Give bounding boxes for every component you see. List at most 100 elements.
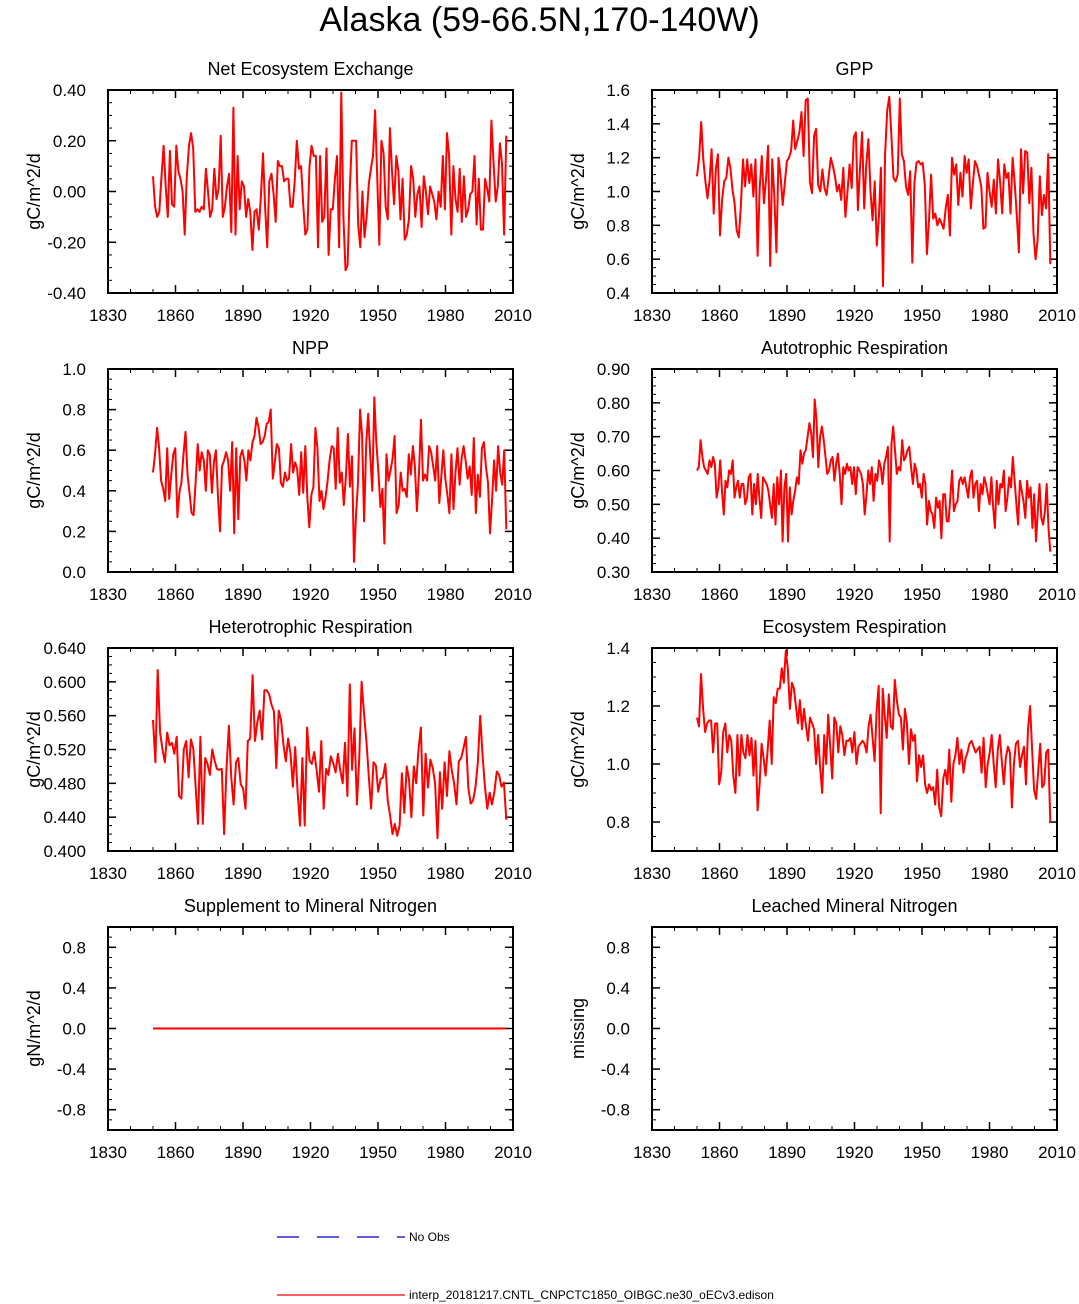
x-tick-label: 1890 bbox=[768, 864, 806, 883]
series-line bbox=[152, 396, 508, 563]
y-tick-label: 1.0 bbox=[606, 755, 630, 774]
x-tick-label: 1830 bbox=[89, 306, 127, 325]
panel-8: Leached Mineral Nitrogen missing 1830 1860 1… bbox=[568, 896, 1076, 1162]
x-tick-label: 1980 bbox=[427, 1143, 465, 1162]
x-tick-label: 1980 bbox=[427, 585, 465, 604]
y-tick-label: 0.640 bbox=[43, 639, 86, 658]
x-tick-label: 1920 bbox=[836, 1143, 874, 1162]
y-tick-label: 0.4 bbox=[62, 482, 86, 501]
y-tick-label: 1.0 bbox=[606, 183, 630, 202]
y-tick-label: 0.20 bbox=[53, 132, 86, 151]
y-tick-label: 0.520 bbox=[43, 741, 86, 760]
panel-title: Autotrophic Respiration bbox=[761, 338, 948, 358]
x-tick-label: 1920 bbox=[292, 864, 330, 883]
y-tick-label: 0.4 bbox=[62, 979, 86, 998]
figure-title: Alaska (59-66.5N,170-140W) bbox=[319, 1, 760, 39]
x-tick-label: 1950 bbox=[903, 1143, 941, 1162]
x-tick-label: 2010 bbox=[1038, 585, 1076, 604]
y-axis-label: gC/m^2/d bbox=[568, 711, 588, 787]
y-tick-label: 1.4 bbox=[606, 639, 630, 658]
x-tick-label: 2010 bbox=[494, 306, 532, 325]
x-tick-label: 1920 bbox=[292, 1143, 330, 1162]
y-tick-label: 1.4 bbox=[606, 115, 630, 134]
y-axis-label: gN/m^2/d bbox=[24, 990, 44, 1066]
panel-title: Supplement to Mineral Nitrogen bbox=[184, 896, 437, 916]
x-tick-label: 2010 bbox=[494, 585, 532, 604]
series-line bbox=[152, 91, 508, 272]
x-tick-label: 1980 bbox=[971, 585, 1009, 604]
y-tick-label: 0.8 bbox=[62, 401, 86, 420]
y-tick-label: 0.70 bbox=[597, 428, 630, 447]
y-tick-label: 0.30 bbox=[597, 563, 630, 582]
y-tick-label: 0.6 bbox=[606, 250, 630, 269]
y-tick-label: -0.40 bbox=[47, 284, 86, 303]
series-line bbox=[152, 669, 508, 840]
x-tick-label: 1950 bbox=[359, 1143, 397, 1162]
legend-no-obs-label: No Obs bbox=[409, 1230, 450, 1244]
x-tick-label: 1860 bbox=[701, 864, 739, 883]
x-tick-label: 1830 bbox=[633, 306, 671, 325]
y-tick-label: 0.8 bbox=[606, 216, 630, 235]
x-tick-label: 1830 bbox=[633, 585, 671, 604]
x-tick-label: 1860 bbox=[157, 306, 195, 325]
panel-5: Heterotrophic Respiration gC/m^2/d 1830 186… bbox=[24, 617, 532, 883]
x-tick-label: 1980 bbox=[971, 1143, 1009, 1162]
y-tick-label: 0.4 bbox=[606, 979, 630, 998]
x-tick-label: 1890 bbox=[768, 1143, 806, 1162]
y-tick-label: 0.50 bbox=[597, 495, 630, 514]
x-tick-label: 1830 bbox=[89, 1143, 127, 1162]
panel-title: GPP bbox=[835, 59, 873, 79]
x-tick-label: 1890 bbox=[768, 585, 806, 604]
x-tick-label: 1830 bbox=[633, 864, 671, 883]
x-tick-label: 1920 bbox=[836, 585, 874, 604]
x-tick-label: 2010 bbox=[1038, 1143, 1076, 1162]
y-tick-label: 0.90 bbox=[597, 360, 630, 379]
x-tick-label: 1860 bbox=[157, 1143, 195, 1162]
y-tick-label: 0.4 bbox=[606, 284, 630, 303]
x-tick-label: 1860 bbox=[701, 1143, 739, 1162]
y-tick-label: -0.8 bbox=[57, 1101, 86, 1120]
y-tick-label: 0.0 bbox=[606, 1020, 630, 1039]
panel-title: Heterotrophic Respiration bbox=[208, 617, 412, 637]
x-tick-label: 1890 bbox=[224, 1143, 262, 1162]
panel-6: Ecosystem Respiration gC/m^2/d 1830 1860 189… bbox=[568, 617, 1076, 883]
panel-title: Net Ecosystem Exchange bbox=[207, 59, 413, 79]
x-tick-label: 1860 bbox=[701, 585, 739, 604]
panel-title: Leached Mineral Nitrogen bbox=[751, 896, 957, 916]
y-axis-label: gC/m^2/d bbox=[24, 153, 44, 229]
series-line bbox=[696, 398, 1052, 552]
x-tick-label: 1950 bbox=[359, 585, 397, 604]
panel-title: Ecosystem Respiration bbox=[762, 617, 946, 637]
y-axis-label: gC/m^2/d bbox=[24, 432, 44, 508]
y-tick-label: 0.8 bbox=[606, 938, 630, 957]
x-tick-label: 1950 bbox=[903, 306, 941, 325]
y-tick-label: 1.2 bbox=[606, 697, 630, 716]
x-tick-label: 1980 bbox=[427, 864, 465, 883]
series-line bbox=[696, 649, 1052, 823]
y-tick-label: 1.2 bbox=[606, 149, 630, 168]
x-tick-label: 1830 bbox=[633, 1143, 671, 1162]
y-tick-label: 0.40 bbox=[597, 529, 630, 548]
x-tick-label: 1890 bbox=[224, 585, 262, 604]
x-tick-label: 1890 bbox=[768, 306, 806, 325]
x-tick-label: 2010 bbox=[1038, 864, 1076, 883]
x-tick-label: 1890 bbox=[224, 864, 262, 883]
y-tick-label: 0.0 bbox=[62, 563, 86, 582]
y-tick-label: 0.480 bbox=[43, 774, 86, 793]
x-tick-label: 1920 bbox=[292, 585, 330, 604]
x-tick-label: 2010 bbox=[494, 864, 532, 883]
x-tick-label: 1890 bbox=[224, 306, 262, 325]
y-tick-label: 1.6 bbox=[606, 81, 630, 100]
x-tick-label: 1860 bbox=[157, 864, 195, 883]
y-tick-label: 0.60 bbox=[597, 462, 630, 481]
y-tick-label: 0.600 bbox=[43, 673, 86, 692]
panel-2: GPP gC/m^2/d 1830 1860 1890 1920 1950 1980 2010 0… bbox=[568, 59, 1076, 325]
panel-3: NPP gC/m^2/d 1830 1860 1890 1920 1950 1980 2010 0… bbox=[24, 338, 532, 604]
y-axis-label: missing bbox=[568, 998, 588, 1059]
panel-4: Autotrophic Respiration gC/m^2/d 1830 1860 1… bbox=[568, 338, 1076, 604]
x-tick-label: 1830 bbox=[89, 864, 127, 883]
y-tick-label: -0.8 bbox=[601, 1101, 630, 1120]
y-tick-label: 0.2 bbox=[62, 522, 86, 541]
y-tick-label: 0.8 bbox=[62, 938, 86, 957]
x-tick-label: 1920 bbox=[836, 306, 874, 325]
